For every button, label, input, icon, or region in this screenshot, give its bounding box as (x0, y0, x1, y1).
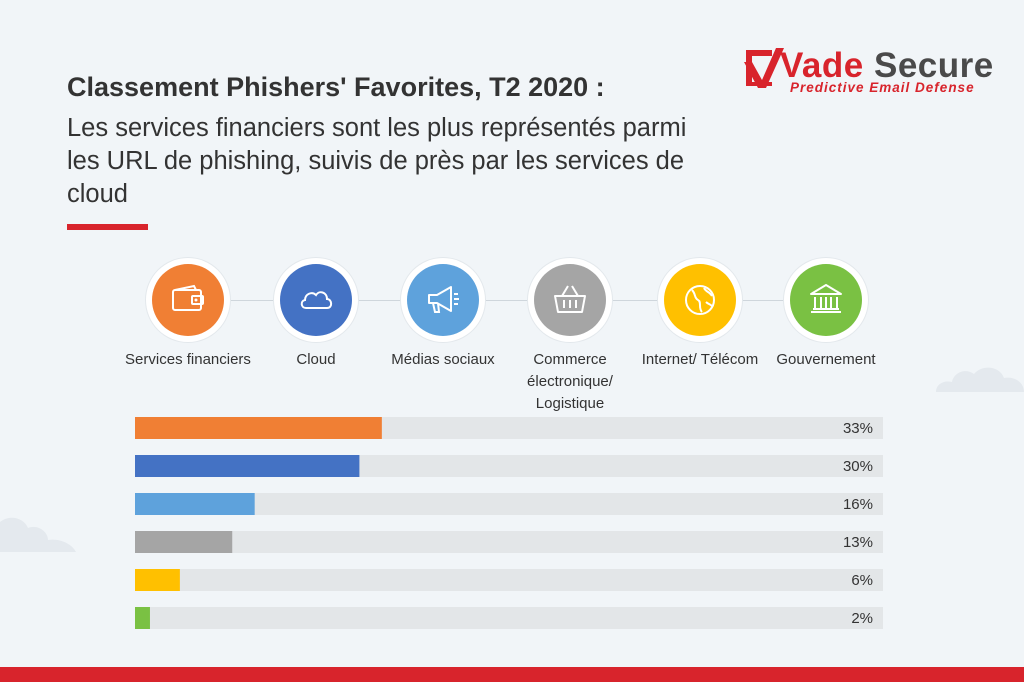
category-icons-row: Services financiers Cloud Médias sociaux Co… (125, 258, 876, 412)
icons-connector-line (188, 300, 826, 301)
megaphone-icon (428, 286, 459, 313)
vade-check-mark-icon (744, 48, 784, 88)
category-circle (407, 264, 479, 336)
bar-track (135, 455, 883, 477)
category-circle (664, 264, 736, 336)
globe-icon (685, 285, 715, 315)
bar-track (135, 569, 883, 591)
category-label: Cloud (296, 351, 336, 368)
category-circle (152, 264, 224, 336)
title-underline (67, 224, 148, 230)
bar-value-label: 33% (843, 420, 873, 437)
logo-word-vade: Vade (780, 46, 864, 85)
logo-word-secure: Secure (873, 46, 994, 85)
category-label: Médias sociaux (391, 351, 495, 368)
chart-subtitle: Les services financiers sont les plus re… (67, 114, 687, 208)
bar-value-label: 6% (851, 572, 873, 589)
category-label: Commerce électronique/ Logistique (527, 351, 613, 412)
government-building-icon (810, 284, 842, 313)
category-circle (534, 264, 606, 336)
category-label: Services financiers (125, 351, 251, 368)
bar-track (135, 531, 883, 553)
wallet-icon (172, 284, 204, 311)
bar-value-label: 13% (843, 534, 873, 551)
bar-value-label: 16% (843, 496, 873, 513)
bar-1 (135, 455, 360, 477)
category-circle (790, 264, 862, 336)
bar-3 (135, 531, 233, 553)
category-label: Internet/ Télécom (641, 351, 759, 368)
bar-2 (135, 493, 255, 515)
decorative-cloud-right-icon (936, 367, 1024, 392)
category-circle (280, 264, 352, 336)
footer-band (0, 667, 1024, 682)
logo-wordmark: Vade Secure (780, 46, 994, 86)
bar-track (135, 607, 883, 629)
vade-secure-logo: Vade Secure Predictive Email Defense (742, 44, 993, 100)
bar-track (135, 493, 883, 515)
shopping-basket-icon (554, 285, 586, 313)
bar-5 (135, 607, 150, 629)
bar-value-label: 2% (851, 610, 873, 627)
chart-title: Classement Phishers' Favorites, T2 2020 … (67, 72, 605, 102)
decorative-cloud-left-icon (0, 517, 76, 552)
category-label: Gouvernement (776, 351, 876, 368)
cloud-icon (300, 291, 333, 309)
bar-track (135, 417, 883, 439)
bar-0 (135, 417, 382, 439)
bar-4 (135, 569, 180, 591)
logo-tagline: Predictive Email Defense (790, 80, 975, 95)
bar-value-label: 30% (843, 458, 873, 475)
